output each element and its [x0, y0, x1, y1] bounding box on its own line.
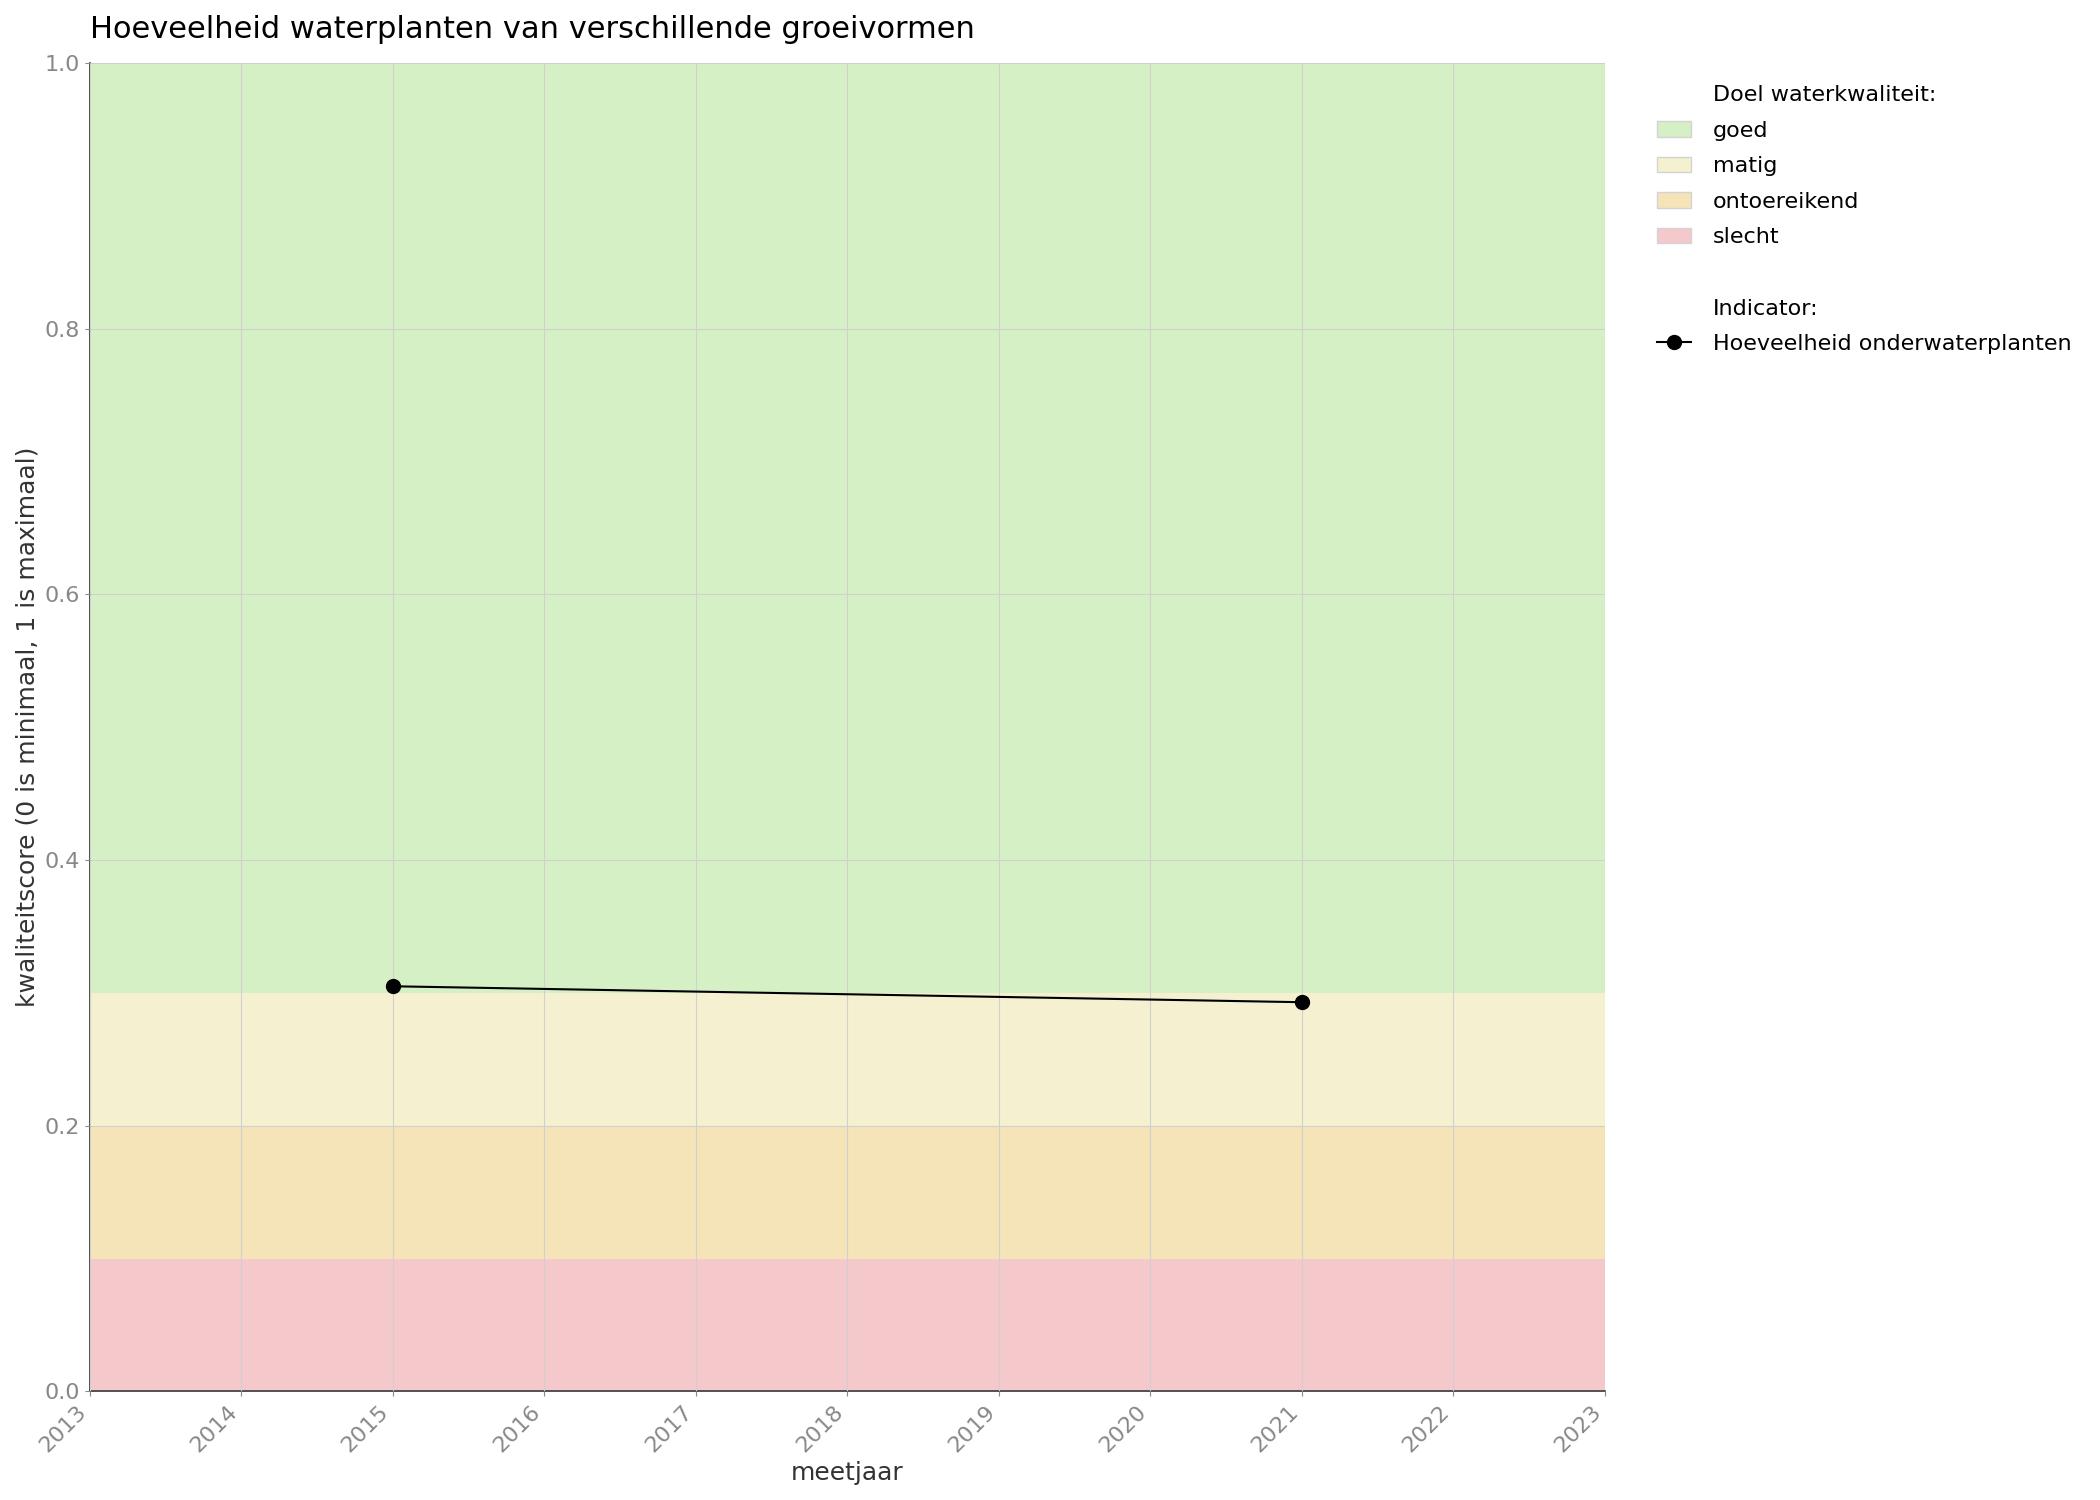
X-axis label: meetjaar: meetjaar	[792, 1461, 903, 1485]
Legend: Doel waterkwaliteit:, goed, matig, ontoereikend, slecht,  , Indicator:, Hoeveelh: Doel waterkwaliteit:, goed, matig, ontoe…	[1646, 74, 2083, 364]
Bar	[90, 1258, 1604, 1392]
Text: Hoeveelheid waterplanten van verschillende groeivormen: Hoeveelheid waterplanten van verschillen…	[90, 15, 974, 44]
Bar	[90, 993, 1604, 1126]
Y-axis label: kwaliteitscore (0 is minimaal, 1 is maximaal): kwaliteitscore (0 is minimaal, 1 is maxi…	[15, 447, 40, 1008]
Bar	[90, 1126, 1604, 1258]
Bar	[90, 63, 1604, 993]
